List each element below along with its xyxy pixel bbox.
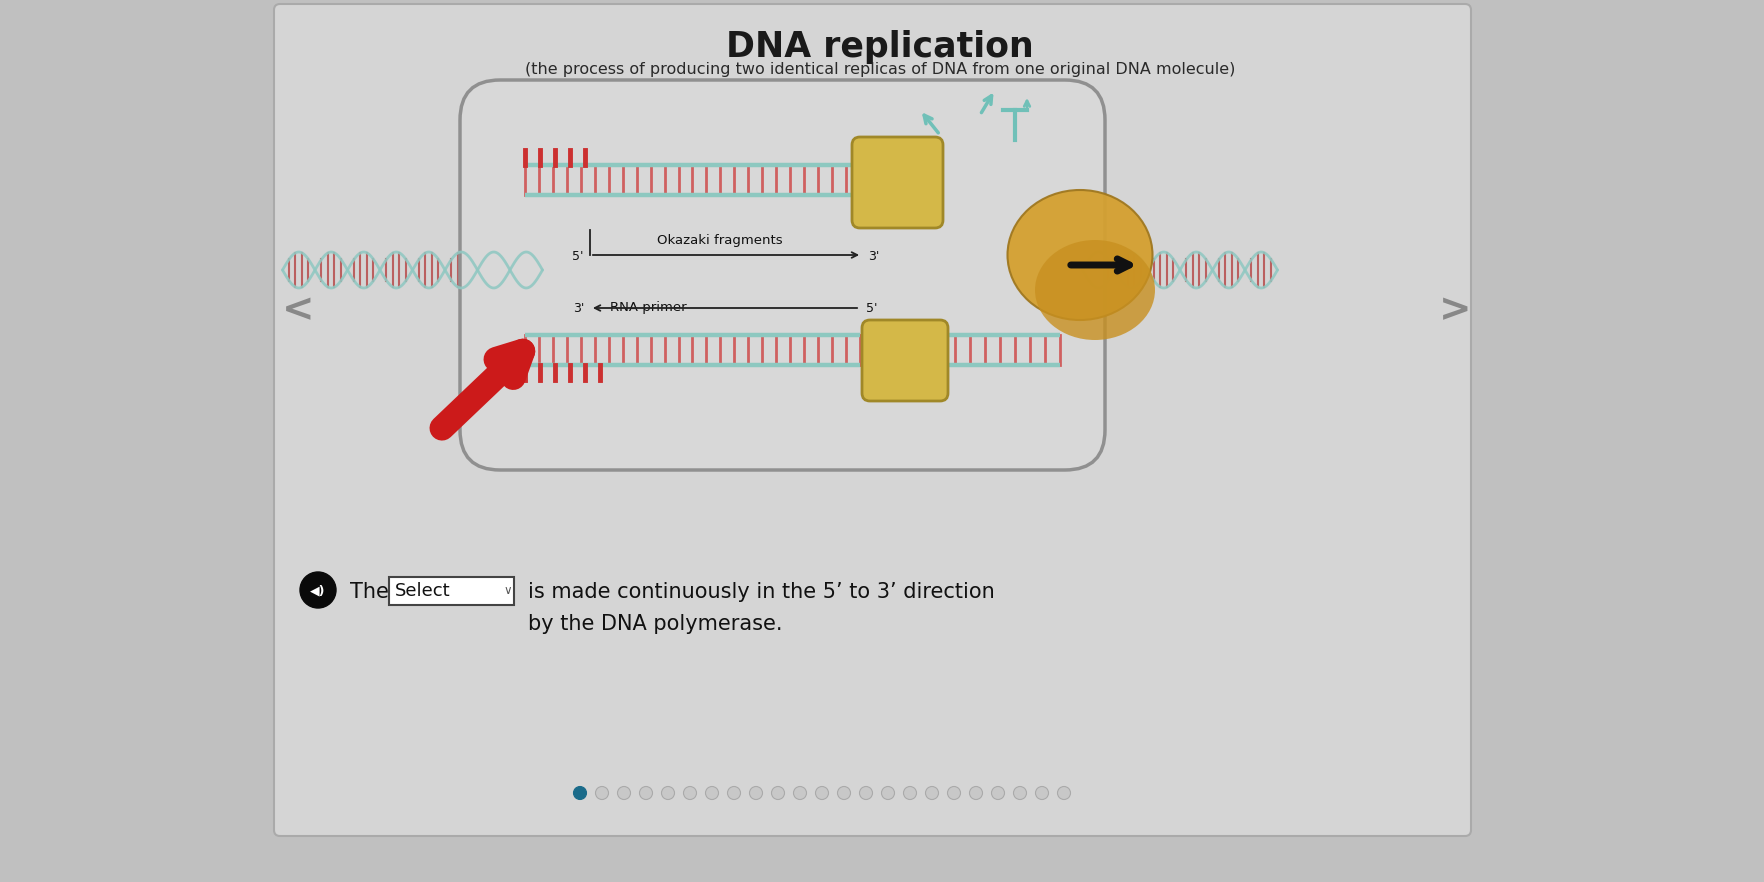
Text: 3': 3' <box>868 250 878 263</box>
Circle shape <box>1035 787 1048 799</box>
Text: 5': 5' <box>572 250 584 263</box>
Text: (the process of producing two identical replicas of DNA from one original DNA mo: (the process of producing two identical … <box>524 62 1235 77</box>
Text: by the DNA polymerase.: by the DNA polymerase. <box>527 614 781 634</box>
FancyBboxPatch shape <box>847 293 868 311</box>
Circle shape <box>1013 787 1027 799</box>
Circle shape <box>838 787 850 799</box>
Circle shape <box>300 572 335 608</box>
Text: The: The <box>349 582 388 602</box>
FancyBboxPatch shape <box>388 577 513 605</box>
Circle shape <box>594 787 609 799</box>
Circle shape <box>617 787 630 799</box>
Text: 3': 3' <box>572 302 584 315</box>
Circle shape <box>794 787 806 799</box>
Text: Select: Select <box>395 582 450 600</box>
Circle shape <box>1057 787 1071 799</box>
Text: Okazaki fragments: Okazaki fragments <box>656 234 783 247</box>
Text: 5': 5' <box>866 302 877 315</box>
Text: is made continuously in the 5’ to 3’ direction: is made continuously in the 5’ to 3’ dir… <box>527 582 995 602</box>
Circle shape <box>903 787 916 799</box>
Circle shape <box>750 787 762 799</box>
Text: <: < <box>282 291 314 329</box>
Text: RNA primer: RNA primer <box>610 302 686 315</box>
Circle shape <box>880 787 894 799</box>
Circle shape <box>662 787 674 799</box>
FancyBboxPatch shape <box>861 288 882 303</box>
Circle shape <box>859 787 871 799</box>
Circle shape <box>924 787 938 799</box>
Text: DNA replication: DNA replication <box>725 30 1034 64</box>
Circle shape <box>991 787 1004 799</box>
Circle shape <box>727 787 741 799</box>
Circle shape <box>639 787 653 799</box>
FancyBboxPatch shape <box>460 80 1104 470</box>
Circle shape <box>815 787 827 799</box>
Ellipse shape <box>1007 190 1152 320</box>
Text: >: > <box>1438 291 1471 329</box>
FancyBboxPatch shape <box>861 320 947 401</box>
Text: ∨: ∨ <box>503 585 512 597</box>
Circle shape <box>968 787 983 799</box>
Circle shape <box>573 787 586 799</box>
Circle shape <box>947 787 960 799</box>
FancyBboxPatch shape <box>273 4 1469 836</box>
Ellipse shape <box>1034 240 1154 340</box>
FancyBboxPatch shape <box>852 137 942 228</box>
Text: ◀): ◀) <box>310 585 326 597</box>
Circle shape <box>771 787 783 799</box>
Circle shape <box>683 787 697 799</box>
Circle shape <box>706 787 718 799</box>
